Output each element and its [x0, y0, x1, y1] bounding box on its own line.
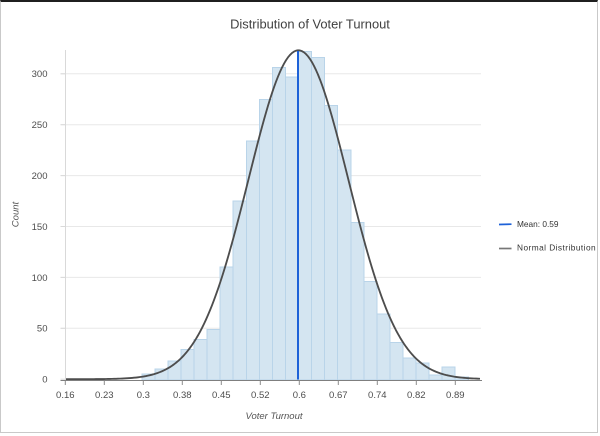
svg-text:150: 150	[32, 222, 48, 233]
svg-text:Distribution of Voter Turnout: Distribution of Voter Turnout	[230, 16, 390, 31]
svg-text:Count: Count	[10, 201, 21, 227]
svg-text:0.67: 0.67	[329, 390, 348, 401]
svg-text:300: 300	[32, 69, 48, 80]
svg-text:0.3: 0.3	[137, 390, 150, 401]
svg-text:100: 100	[32, 273, 48, 284]
svg-text:250: 250	[32, 120, 48, 131]
svg-text:0.45: 0.45	[212, 390, 231, 401]
svg-text:0.23: 0.23	[95, 390, 114, 401]
svg-text:0.16: 0.16	[56, 390, 75, 401]
svg-text:Normal Distribution: Normal Distribution	[517, 242, 596, 252]
svg-text:0.89: 0.89	[446, 390, 465, 401]
svg-text:0.52: 0.52	[251, 390, 270, 401]
svg-text:Mean: 0.59: Mean: 0.59	[517, 219, 559, 229]
svg-text:0.74: 0.74	[368, 390, 387, 401]
svg-text:0.38: 0.38	[173, 390, 192, 401]
svg-text:Voter Turnout: Voter Turnout	[245, 411, 302, 422]
svg-text:200: 200	[32, 171, 48, 182]
svg-text:0.82: 0.82	[407, 390, 426, 401]
svg-text:50: 50	[37, 324, 48, 335]
svg-text:0: 0	[42, 375, 47, 386]
svg-text:0.6: 0.6	[293, 390, 306, 401]
